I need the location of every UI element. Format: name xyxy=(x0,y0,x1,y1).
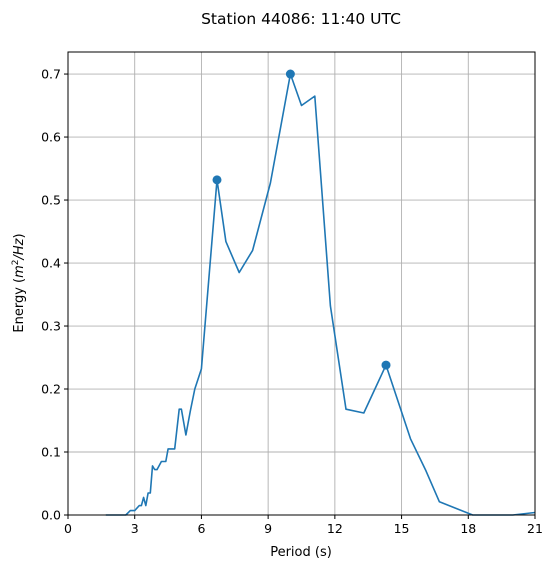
x-tick-label: 15 xyxy=(394,521,410,536)
y-tick-label: 0.3 xyxy=(41,319,61,334)
x-tick-label: 0 xyxy=(64,521,72,536)
peak-marker xyxy=(381,360,391,370)
y-tick-label: 0.0 xyxy=(41,508,61,523)
y-axis: 0.0 0.1 0.2 0.3 0.4 0.5 0.6 0.7 xyxy=(41,67,68,523)
x-axis: 0 3 6 9 12 15 18 21 xyxy=(64,515,543,536)
peak-marker xyxy=(212,175,222,185)
y-tick-label: 0.2 xyxy=(41,382,61,397)
x-tick-label: 21 xyxy=(527,521,543,536)
y-tick-label: 0.4 xyxy=(41,256,61,271)
y-tick-label: 0.6 xyxy=(41,130,61,145)
series-layer xyxy=(105,69,536,516)
y-tick-label: 0.5 xyxy=(41,193,61,208)
chart-title: Station 44086: 11:40 UTC xyxy=(201,10,401,28)
x-tick-label: 9 xyxy=(264,521,272,536)
y-tick-label: 0.1 xyxy=(41,445,61,460)
x-tick-label: 6 xyxy=(197,521,205,536)
x-tick-label: 18 xyxy=(460,521,476,536)
peak-marker xyxy=(285,69,295,79)
x-tick-label: 3 xyxy=(131,521,139,536)
energy-series-line xyxy=(105,73,536,516)
y-tick-label: 0.7 xyxy=(41,67,61,82)
y-axis-label: Energy (m2/Hz) xyxy=(11,233,27,332)
x-axis-label: Period (s) xyxy=(270,545,332,560)
x-tick-label: 12 xyxy=(327,521,343,536)
grid-layer xyxy=(67,52,536,516)
plot-frame xyxy=(67,51,536,516)
